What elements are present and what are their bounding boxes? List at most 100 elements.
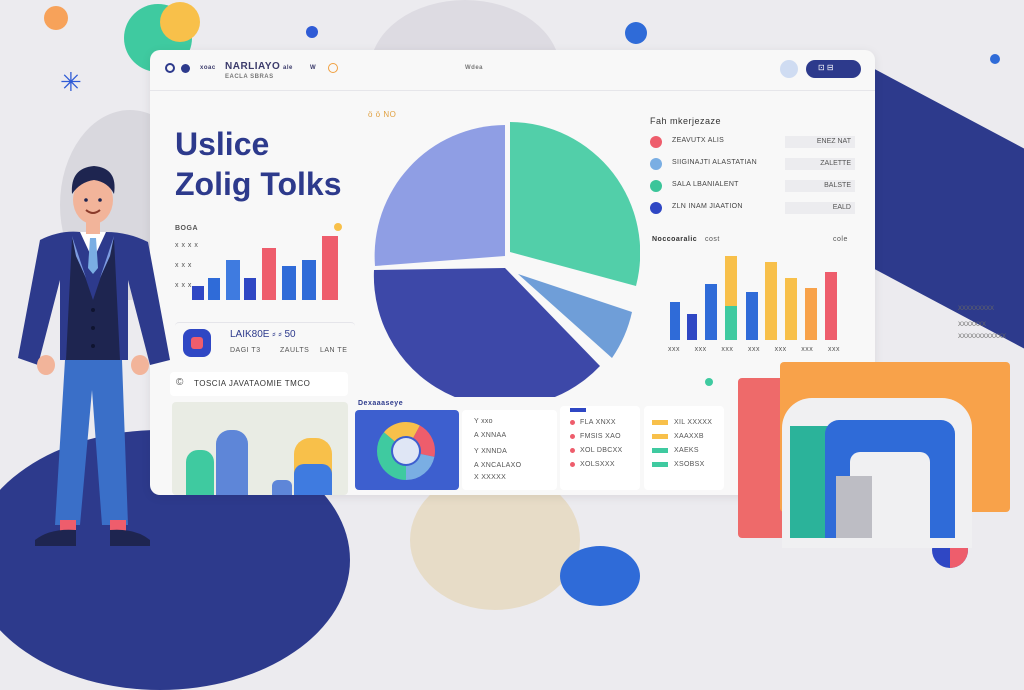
nav-link[interactable]: W	[310, 65, 317, 71]
color-swatch	[652, 448, 668, 453]
chart-dot	[705, 378, 713, 386]
deco-blue-blob	[560, 546, 640, 606]
legend-dot	[650, 158, 662, 170]
bullet-dot	[570, 434, 575, 439]
left-chart-bar	[244, 278, 256, 300]
list-row: FLA XNXX	[580, 419, 616, 426]
legend-item[interactable]: SIIGINAJTI ALASTATIAN ZALETTE	[650, 158, 855, 172]
side-note-line: XXXXXXX	[958, 322, 987, 328]
side-note: XXXXXXXXX XXXXXXX XXXXXXXXXXXX	[958, 306, 1006, 340]
info-icon: ©	[176, 377, 184, 388]
legend-item[interactable]: ZLN INAM JIAATION EALD	[650, 202, 855, 216]
list-row: A XNNAA	[474, 432, 507, 439]
left-chart-bar	[302, 260, 316, 300]
deco-block-teal	[790, 426, 830, 538]
right-chart-bar	[825, 272, 837, 340]
x-tick: xxx	[774, 346, 787, 353]
hero-title-line1: Uslice	[175, 126, 270, 162]
pie-slice	[374, 125, 505, 266]
info-strip: © TOSCIA JAVATAOMIE TMCO	[170, 372, 348, 396]
bullet-dot	[570, 420, 575, 425]
donut-card[interactable]	[355, 410, 459, 490]
x-tick: xxx	[747, 346, 760, 353]
legend-item[interactable]: ZEAVUTX ALIS ENEZ NAT	[650, 136, 855, 150]
chart-dot	[334, 223, 342, 231]
toolbar-button[interactable]: ⊡ ⊟	[806, 60, 861, 78]
toolbar-icons: ⊡ ⊟	[818, 63, 834, 72]
deco-yellow-circle	[160, 2, 200, 42]
left-chart-bar	[208, 278, 220, 300]
legend-dot	[650, 202, 662, 214]
legend-title: Fah mkerjezaze	[650, 116, 722, 126]
legend-label: ZEAVUTX ALIS	[672, 137, 725, 144]
list-row: Y xxo	[474, 418, 493, 425]
metric-label: ZAULTS	[280, 347, 310, 354]
right-chart-bar	[785, 278, 797, 340]
legend-item[interactable]: SALA LBANIALENT BALSTE	[650, 180, 855, 194]
bullet-dot	[570, 462, 575, 467]
list-row: XOL DBCXX	[580, 447, 623, 454]
deco-blue-dot	[306, 26, 318, 38]
left-chart-bar	[322, 236, 338, 300]
left-chart-bar	[282, 266, 296, 300]
legend-label: SIIGINAJTI ALASTATIAN	[672, 159, 758, 166]
color-swatch	[652, 434, 668, 439]
settings-icon[interactable]	[181, 64, 190, 73]
left-chart-bar	[262, 248, 276, 300]
left-chart-bar	[226, 260, 240, 300]
cylinder-bar	[294, 464, 332, 495]
metric-label: LAN TE	[320, 347, 348, 354]
list-row: A XNCALAXO	[474, 462, 522, 469]
center-title: Wdea	[465, 65, 484, 71]
right-chart-bar	[746, 292, 758, 340]
pie-hint: ö ö NO	[368, 110, 397, 119]
x-tick: xxx	[721, 346, 734, 353]
donut-chart	[377, 422, 435, 480]
deco-orange-dot	[44, 6, 68, 30]
metric-value: LAIK80E ⸗ ⸗ 50	[230, 329, 296, 340]
left-chart-title: BOGA	[175, 225, 198, 232]
list-row: XSOBSX	[674, 461, 705, 468]
side-note-line: XXXXXXXXX	[958, 306, 995, 312]
user-avatar[interactable]	[780, 60, 798, 78]
sparkle-icon: ✳	[60, 67, 82, 97]
list-card: XIL XXXXX XAAXXB XAEKS XSOBSX	[644, 406, 724, 490]
notification-icon[interactable]	[328, 63, 338, 73]
pie-slice	[373, 268, 600, 397]
right-chart-xaxis: xxx xxx xxx xxx xxx xxx xxx	[668, 346, 840, 353]
list-row: XAAXXB	[674, 433, 704, 440]
right-chart-bar	[805, 288, 817, 340]
pie-slice	[518, 274, 632, 358]
brand-subtitle: EACLA SBRAS	[225, 74, 274, 80]
list-row: XOLSXXX	[580, 461, 615, 468]
right-chart-bar	[670, 302, 680, 340]
cylinder-bar	[272, 480, 292, 495]
left-chart-tick: x x x x	[175, 242, 199, 249]
right-chart-bar	[765, 262, 777, 340]
main-pie-chart	[373, 122, 640, 397]
legend-dot	[650, 180, 662, 192]
record-icon[interactable]	[165, 63, 175, 73]
list-card: Y xxo A XNNAA Y XNNDA A XNCALAXO X XXXXX	[462, 410, 557, 490]
right-chart-title: Noccoaralic	[652, 236, 698, 243]
top-bar: xoac NARLIAYO EACLA SBRAS ale W Wdea ⊡ ⊟	[150, 50, 875, 91]
list-row: XAEKS	[674, 447, 699, 454]
list-row: Y XNNDA	[474, 448, 508, 455]
right-chart-bar	[705, 284, 717, 340]
list-row: XIL XXXXX	[674, 419, 713, 426]
x-tick: xxx	[801, 346, 814, 353]
legend-value: EALD	[785, 202, 855, 214]
legend-dot	[650, 136, 662, 148]
right-chart-bar	[725, 306, 737, 340]
donut-card-title: Dexaaaseye	[358, 400, 404, 407]
cylinder-bar	[186, 450, 214, 495]
nav-link[interactable]: ale	[283, 65, 293, 71]
legend-value: ENEZ NAT	[785, 136, 855, 148]
dashboard-window: xoac NARLIAYO EACLA SBRAS ale W Wdea ⊡ ⊟…	[150, 50, 875, 495]
legend-value: BALSTE	[785, 180, 855, 192]
list-row: X XXXXX	[474, 474, 507, 481]
brand-name: NARLIAYO	[225, 61, 281, 72]
bullet-dot	[570, 448, 575, 453]
hero-title-line2: Zolig Tolks	[175, 166, 342, 202]
metric-label: DAGI T3	[230, 347, 261, 354]
